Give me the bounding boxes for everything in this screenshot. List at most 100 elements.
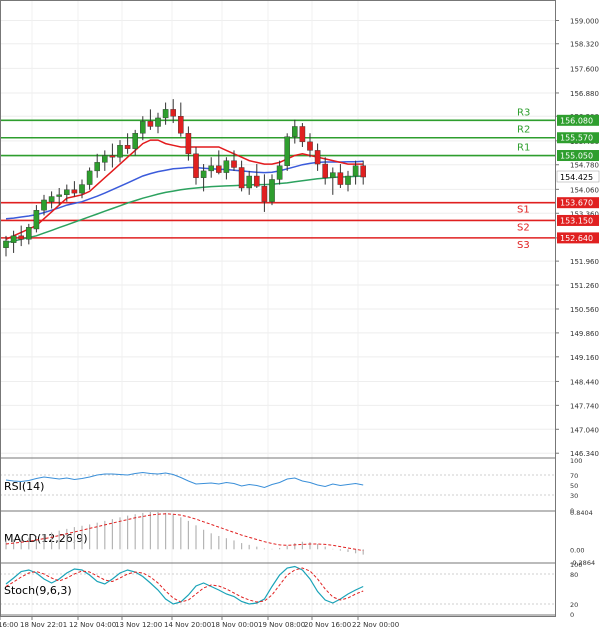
time-tick-label: 20 Nov 16:00 [304, 621, 351, 629]
candle-bull [33, 210, 40, 230]
level-tag-label: 155.570 [560, 134, 593, 143]
candle-bear [215, 165, 222, 173]
stoch-k-line [5, 565, 364, 605]
panel-tick-label: -0.2864 [570, 559, 595, 567]
panel-title: Stoch(9,6,3) [4, 584, 72, 597]
price-tick-label: 154.060 [570, 186, 599, 194]
candle-bull [56, 194, 62, 197]
price-tick-label: 156.880 [570, 90, 599, 98]
price-tick-label: 153.360 [570, 210, 599, 218]
candle-bull [284, 136, 291, 166]
candle-bull [86, 170, 93, 185]
level-tag-box [557, 197, 599, 209]
price-tick-label: 151.960 [570, 258, 599, 266]
candle-bear [322, 163, 329, 178]
price-tick-label: 151.260 [570, 282, 599, 290]
price-tick-label: 157.600 [570, 65, 599, 73]
panel-tick-label: 100 [570, 457, 582, 465]
stoch-panel: 100 80 20 0 Stoch(9,6,3) [0, 561, 582, 619]
rsi-line [5, 471, 364, 489]
level-tag-box [557, 214, 599, 226]
price-tick-label: 147.040 [570, 426, 599, 434]
candle-bear [71, 189, 78, 194]
chart-frame [0, 0, 556, 617]
panel-tick-label: 0 [570, 611, 574, 619]
moving-averages [5, 139, 364, 244]
panel-tick-label: 20 [570, 601, 578, 609]
candle-bear [314, 150, 321, 165]
price-tick-label: 146.340 [570, 450, 599, 458]
candle-bull [79, 184, 85, 194]
time-tick-label: 12 Nov 04:00 [69, 621, 116, 629]
price-tick-label: 147.740 [570, 402, 599, 410]
candle-bull [292, 126, 298, 137]
price-tick-label: 159.000 [570, 18, 599, 26]
candle-bear [299, 126, 306, 143]
level-name-r3: R3 [517, 107, 530, 118]
level-tag-label: 156.080 [560, 116, 593, 125]
time-tick-label: 16:00 [0, 621, 18, 629]
candle-bear [360, 165, 367, 178]
candle-bear [231, 160, 237, 168]
price-tick-label: 148.440 [570, 378, 599, 386]
level-tag-label: 155.050 [560, 152, 593, 161]
candles [3, 99, 367, 257]
candle-bear [185, 133, 192, 155]
time-tick-label: 18 Nov 00:00 [211, 621, 258, 629]
level-tag-box [557, 114, 599, 126]
level-tag-box [557, 150, 599, 162]
level-tags: 156.080 155.570 155.050 153.670 153.150 152.6… [557, 114, 599, 244]
candle-bear [170, 109, 177, 117]
panel-tick-label: 0 [570, 507, 574, 515]
candle-bear [261, 186, 268, 202]
panel-tick-label: 0.00 [570, 546, 584, 554]
current-price-box [556, 170, 600, 183]
candle-bull [208, 165, 215, 172]
panel-tick-label: 0.8404 [570, 509, 593, 517]
candle-bull [162, 109, 169, 119]
candle-bull [155, 117, 161, 127]
current-price-label: 154.425 [560, 173, 593, 182]
current-price-marker: 154.425 [556, 170, 600, 183]
candle-bull [10, 235, 17, 243]
candle-bull [345, 175, 351, 185]
ma-fast-line [5, 139, 364, 240]
rsi-panel: 100 70 50 30 0 RSI(14) [0, 457, 582, 515]
candle-bear [238, 167, 245, 189]
ma-slow-line [5, 175, 364, 244]
price-tick-label: 150.560 [570, 306, 599, 314]
candle-bull [132, 133, 139, 149]
panel-tick-label: 80 [570, 571, 578, 579]
panel-tick-label: 50 [570, 482, 578, 490]
candle-bull [139, 121, 146, 134]
candle-bear [124, 145, 131, 149]
candle-bull [200, 170, 207, 178]
time-tick-label: 13 Nov 12:00 [115, 621, 162, 629]
level-name-s3: S3 [517, 240, 530, 251]
macd-signal-line [5, 513, 364, 552]
time-tick-label: 14 Nov 20:00 [164, 621, 211, 629]
ma-mid-line [5, 160, 364, 220]
candle-bear [193, 153, 199, 178]
candle-bear [177, 116, 184, 134]
price-tick-label: 158.320 [570, 41, 599, 49]
candle-bear [337, 172, 344, 185]
price-tick-label: 149.160 [570, 354, 599, 362]
pivot-levels: R3 R2 R1 S1 S2 S3 [0, 107, 556, 251]
candle-bull [3, 240, 9, 248]
time-tick-label: 22 Nov 00:00 [352, 621, 399, 629]
level-tag-label: 153.670 [560, 199, 593, 208]
level-tag-label: 152.640 [560, 234, 593, 243]
panel-tick-label: 70 [570, 472, 578, 480]
candle-bear [147, 121, 154, 127]
candle-bear [18, 235, 25, 240]
candle-bull [48, 196, 55, 202]
time-tick-label: 19 Nov 08:00 [258, 621, 305, 629]
candle-bull [101, 155, 108, 163]
candle-bull [63, 189, 70, 196]
price-tick-label: 154.780 [570, 162, 599, 170]
candle-bull [26, 227, 32, 240]
